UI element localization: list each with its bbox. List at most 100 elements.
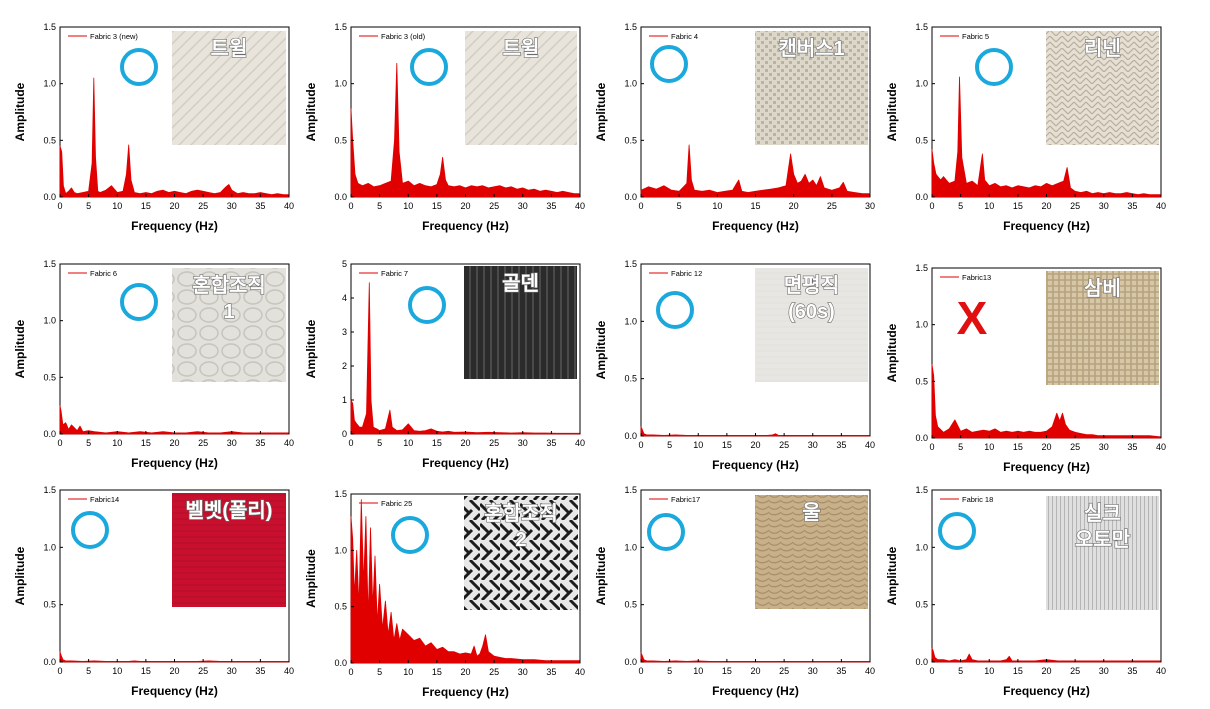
circle-mark <box>938 512 976 550</box>
x-tick-label: 25 <box>198 438 208 448</box>
chart-panel: 0 5 10 15 20 25 30 35 40 0.0 0.5 1.0 1.5 Frequency (H… <box>885 22 1166 233</box>
y-tick-label: 1.0 <box>334 545 347 555</box>
y-axis-label: Amplitude <box>304 82 318 141</box>
x-tick-label: 20 <box>1041 201 1051 211</box>
x-tick-label: 10 <box>112 438 122 448</box>
x-tick-label: 25 <box>198 201 208 211</box>
chart-panel: 0 5 10 15 20 25 30 35 40 0.0 0.5 1.0 1.5 Frequency (H… <box>594 259 875 472</box>
y-tick-label: 1.5 <box>624 259 637 269</box>
y-axis-label: Amplitude <box>594 320 608 379</box>
x-tick-label: 35 <box>546 438 556 448</box>
x-tick-label: 40 <box>865 440 875 450</box>
x-tick-label: 20 <box>169 438 179 448</box>
chart-panel: 0 5 10 15 20 25 30 35 40 0.0 0.5 1.0 1.5 Frequency (H… <box>304 22 585 233</box>
x-tick-label: 10 <box>693 440 703 450</box>
fabric-name-label: 리넨 <box>1084 37 1121 60</box>
x-tick-label: 25 <box>198 666 208 676</box>
x-tick-label: 35 <box>255 438 265 448</box>
y-tick-label: 0.5 <box>334 602 347 612</box>
circle-mark <box>391 516 429 554</box>
spectrum-series <box>350 499 581 664</box>
y-tick-label: 0.5 <box>334 135 347 145</box>
spectrum-series <box>640 652 871 663</box>
x-tick-label: 40 <box>865 666 875 676</box>
fabric-name-label: 실크 <box>1084 502 1121 525</box>
y-axis-label: Amplitude <box>885 82 899 141</box>
x-tick-label: 20 <box>750 666 760 676</box>
fabric-name-label: 트윌 <box>503 37 540 60</box>
y-tick-label: 0.5 <box>43 135 56 145</box>
circle-mark <box>120 283 158 321</box>
x-tick-label: 0 <box>348 438 353 448</box>
x-tick-label: 25 <box>779 440 789 450</box>
x-tick-label: 15 <box>750 201 760 211</box>
x-tick-label: 15 <box>432 201 442 211</box>
legend-label: Fabric 4 <box>671 32 698 41</box>
y-tick-label: 1.5 <box>915 22 928 32</box>
y-tick-label: 1.0 <box>43 79 56 89</box>
x-tick-label: 0 <box>57 438 62 448</box>
y-tick-label: 0.5 <box>43 600 56 610</box>
legend-label: Fabric 7 <box>381 269 408 278</box>
x-tick-label: 40 <box>1156 201 1166 211</box>
y-tick-label: 1.0 <box>624 79 637 89</box>
x-tick-label: 20 <box>460 201 470 211</box>
x-tick-label: 5 <box>958 201 963 211</box>
y-tick-label: 0.0 <box>43 657 56 667</box>
x-tick-label: 0 <box>638 666 643 676</box>
y-tick-label: 4 <box>342 293 347 303</box>
fabric-name-label: 면평직 <box>784 274 839 297</box>
x-tick-label: 0 <box>348 201 353 211</box>
circle-mark <box>647 513 685 551</box>
x-tick-label: 35 <box>255 666 265 676</box>
x-axis-label: Frequency (Hz) <box>422 219 509 233</box>
x-tick-label: 20 <box>1041 442 1051 452</box>
spectrum-series <box>931 647 1162 663</box>
x-tick-label: 20 <box>460 438 470 448</box>
x-tick-label: 40 <box>575 667 585 677</box>
legend-label: Fabric13 <box>962 273 991 282</box>
fabric-name-label: 혼합조직 <box>484 502 558 525</box>
x-tick-label: 35 <box>836 666 846 676</box>
x-tick-label: 10 <box>112 201 122 211</box>
spectrum-series <box>931 76 1162 198</box>
x-tick-label: 0 <box>57 201 62 211</box>
x-tick-label: 10 <box>984 201 994 211</box>
x-tick-label: 5 <box>86 666 91 676</box>
fabric-name-label: 삼베 <box>1084 277 1121 300</box>
legend-label: Fabric 3 (old) <box>381 32 426 41</box>
legend-label: Fabric 18 <box>962 495 993 504</box>
x-axis-label: Frequency (Hz) <box>422 685 509 699</box>
y-tick-label: 0.0 <box>334 658 347 668</box>
x-tick-label: 30 <box>1099 201 1109 211</box>
x-tick-label: 30 <box>808 666 818 676</box>
y-tick-label: 0.5 <box>624 600 637 610</box>
y-tick-label: 1.5 <box>334 489 347 499</box>
y-tick-label: 1.5 <box>915 485 928 495</box>
x-tick-label: 30 <box>808 440 818 450</box>
chart-panel: 0 5 10 15 20 25 30 35 40 0 1 2 3 4 5 Frequency (Hz) Ampl… <box>304 259 585 470</box>
fabric-name-label: 2 <box>515 529 526 551</box>
fabric-name-label: 1 <box>223 301 234 323</box>
y-tick-label: 3 <box>342 327 347 337</box>
x-tick-label: 35 <box>255 201 265 211</box>
x-tick-label: 5 <box>86 201 91 211</box>
fabric-name-label: 골덴 <box>502 272 539 295</box>
x-tick-label: 40 <box>284 666 294 676</box>
x-tick-label: 40 <box>575 201 585 211</box>
y-tick-label: 1.5 <box>915 263 928 273</box>
x-tick-label: 25 <box>827 201 837 211</box>
x-tick-label: 35 <box>1127 442 1137 452</box>
x-tick-label: 15 <box>432 438 442 448</box>
legend-label: Fabric 12 <box>671 269 702 278</box>
x-tick-label: 25 <box>489 201 499 211</box>
fabric-name-label: 혼합조직 <box>192 274 266 297</box>
x-tick-label: 30 <box>518 667 528 677</box>
y-tick-label: 1.5 <box>43 22 56 32</box>
fabric-name-label: 벨벳(폴리) <box>186 499 273 522</box>
x-tick-label: 5 <box>958 442 963 452</box>
y-tick-label: 1.0 <box>43 316 56 326</box>
y-tick-label: 1.0 <box>624 316 637 326</box>
x-tick-label: 5 <box>677 201 682 211</box>
y-tick-label: 0.5 <box>915 376 928 386</box>
